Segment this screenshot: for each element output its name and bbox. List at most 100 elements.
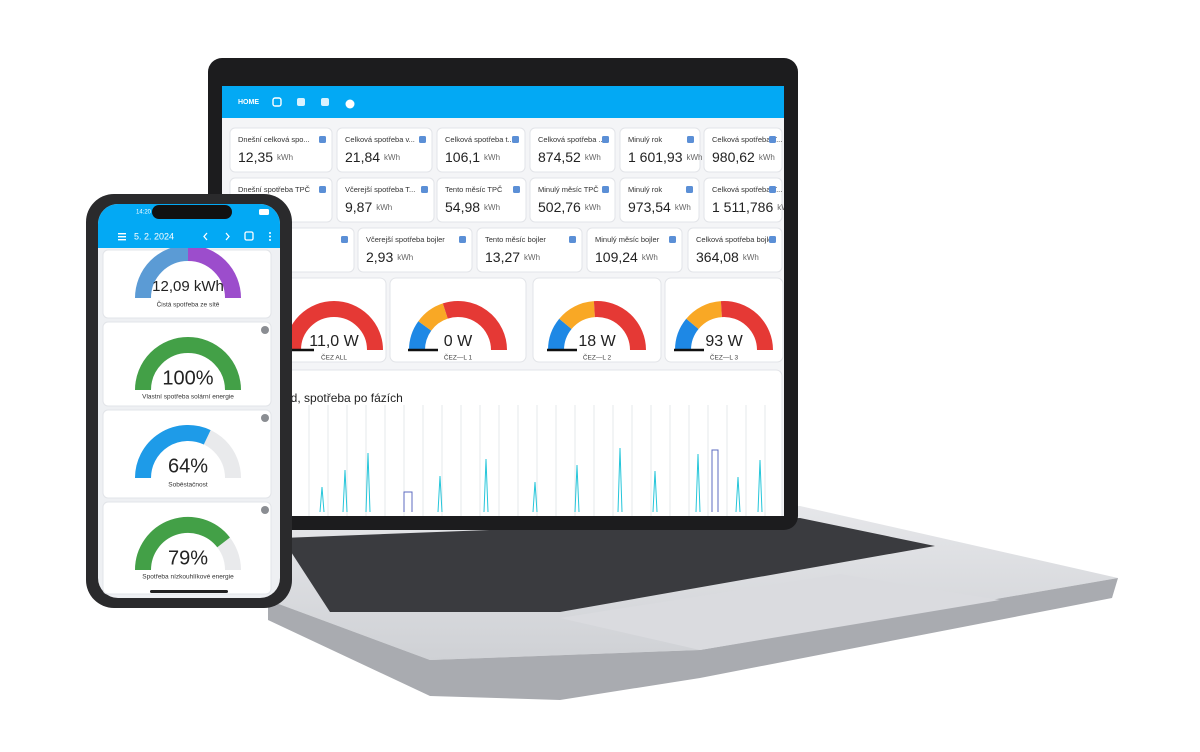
chart-spike xyxy=(652,470,658,513)
value-unit: kWh xyxy=(277,153,293,162)
card-value: 106,1 kWh xyxy=(445,149,500,165)
more-button[interactable] xyxy=(269,232,271,241)
card-label: Dnešní spotřeba TPČ xyxy=(238,185,311,194)
value-unit: kWh xyxy=(384,153,400,162)
value-unit: kWh xyxy=(524,253,540,262)
card-icon xyxy=(513,186,520,193)
gauge-label: Čistá spotřeba ze sítě xyxy=(157,300,220,309)
next-button[interactable] xyxy=(225,232,230,241)
value-unit: kWh xyxy=(675,203,691,212)
value-unit: kWh xyxy=(484,153,500,162)
gauge-value: 12,09 kWh xyxy=(152,278,224,295)
stat-card[interactable] xyxy=(703,127,783,173)
gauge-label: ČEZ—L 1 xyxy=(444,353,473,362)
gauge-segment xyxy=(548,318,572,351)
stat-card[interactable] xyxy=(619,127,701,173)
value-unit: kWh xyxy=(642,253,658,262)
nav-home[interactable]: HOME xyxy=(238,99,259,106)
card-value: 9,87 kWh xyxy=(345,199,392,215)
card-label: Celková spotřeba T... xyxy=(712,135,782,144)
calendar-button[interactable] xyxy=(244,231,254,241)
card-value: 1 601,93 kWh xyxy=(628,149,703,165)
nav-icon[interactable] xyxy=(272,97,282,107)
value-number: 54,98 xyxy=(445,199,480,215)
gauge-segment xyxy=(675,318,699,351)
stat-card[interactable] xyxy=(586,227,683,273)
nav-icon[interactable] xyxy=(345,99,355,109)
value-unit: kWh xyxy=(376,203,392,212)
chart-spike xyxy=(695,453,701,513)
card-icon xyxy=(769,136,776,143)
stat-card[interactable] xyxy=(436,177,527,223)
value-number: 21,84 xyxy=(345,149,380,165)
nav-icon[interactable] xyxy=(321,98,329,106)
chart-spike xyxy=(342,469,348,513)
card-value: 13,27 kWh xyxy=(485,249,540,265)
gauge-label: ČEZ ALL xyxy=(321,353,347,362)
stat-card[interactable] xyxy=(703,177,783,223)
gauge-label: Soběstačnost xyxy=(168,482,208,489)
gauge-segment xyxy=(408,321,432,351)
card-label: Minulý měsíc TPČ xyxy=(538,185,599,194)
value-number: 1 601,93 xyxy=(628,149,683,165)
value-number: 2,93 xyxy=(366,249,393,265)
stat-card[interactable] xyxy=(336,127,433,173)
gauge-segment xyxy=(135,425,211,479)
gauge-card[interactable] xyxy=(664,277,784,363)
menu-icon[interactable] xyxy=(118,233,126,241)
card-label: Celková spotřeba ... xyxy=(538,135,605,144)
home-indicator xyxy=(150,590,228,593)
info-icon[interactable] xyxy=(261,326,269,334)
info-icon[interactable] xyxy=(261,506,269,514)
touchpad xyxy=(560,574,1000,650)
card-label: Minulý rok xyxy=(628,135,662,144)
stat-card[interactable] xyxy=(619,177,700,223)
gauge-value: 93 W xyxy=(705,333,743,350)
card-label: Tento měsíc bojler xyxy=(485,235,546,244)
chart-spike xyxy=(532,481,538,513)
card-label: Dnešní celková spo... xyxy=(238,135,310,144)
stat-card[interactable] xyxy=(529,127,616,173)
phone-header xyxy=(98,204,280,248)
stat-card[interactable] xyxy=(476,227,583,273)
value-unit: kWh xyxy=(759,153,775,162)
gauge-card[interactable] xyxy=(102,501,272,595)
gauge-segment xyxy=(720,301,773,351)
gauge-segment xyxy=(686,301,723,330)
value-number: 874,52 xyxy=(538,149,581,165)
stat-card[interactable] xyxy=(336,177,435,223)
info-icon[interactable] xyxy=(261,414,269,422)
stat-card[interactable] xyxy=(687,227,783,273)
card-icon xyxy=(602,186,609,193)
gauge-label: Spotřeba nízkouhlíkové energie xyxy=(142,574,234,581)
value-number: 980,62 xyxy=(712,149,755,165)
gauge-value: 64% xyxy=(168,455,208,477)
stat-card[interactable] xyxy=(229,127,333,173)
toolbar-date[interactable]: 5. 2. 2024 xyxy=(134,231,174,241)
card-icon xyxy=(602,136,609,143)
gauge-value: 11,0 W xyxy=(309,333,359,350)
chart-spike xyxy=(757,459,763,513)
gauge-segment xyxy=(442,301,507,351)
card-icon xyxy=(569,236,576,243)
card-value: 502,76 kWh xyxy=(538,199,601,215)
card-icon xyxy=(319,136,326,143)
stat-card[interactable] xyxy=(529,177,616,223)
card-label: Celková spotřeba bojler xyxy=(696,235,775,244)
phone-notch xyxy=(152,205,232,219)
prev-button[interactable] xyxy=(203,232,208,241)
value-number: 973,54 xyxy=(628,199,671,215)
card-icon xyxy=(421,186,428,193)
chart-spike xyxy=(574,464,580,513)
gauge-segment xyxy=(187,248,241,299)
card-label: Včerejší spotřeba bojler xyxy=(366,235,445,244)
nav-icon[interactable] xyxy=(297,98,305,106)
stat-card[interactable] xyxy=(357,227,473,273)
card-icon xyxy=(769,236,776,243)
value-unit: kWh xyxy=(687,153,703,162)
card-icon xyxy=(512,136,519,143)
stat-card[interactable] xyxy=(436,127,526,173)
value-number: 364,08 xyxy=(696,249,739,265)
card-value: 109,24 kWh xyxy=(595,249,658,265)
